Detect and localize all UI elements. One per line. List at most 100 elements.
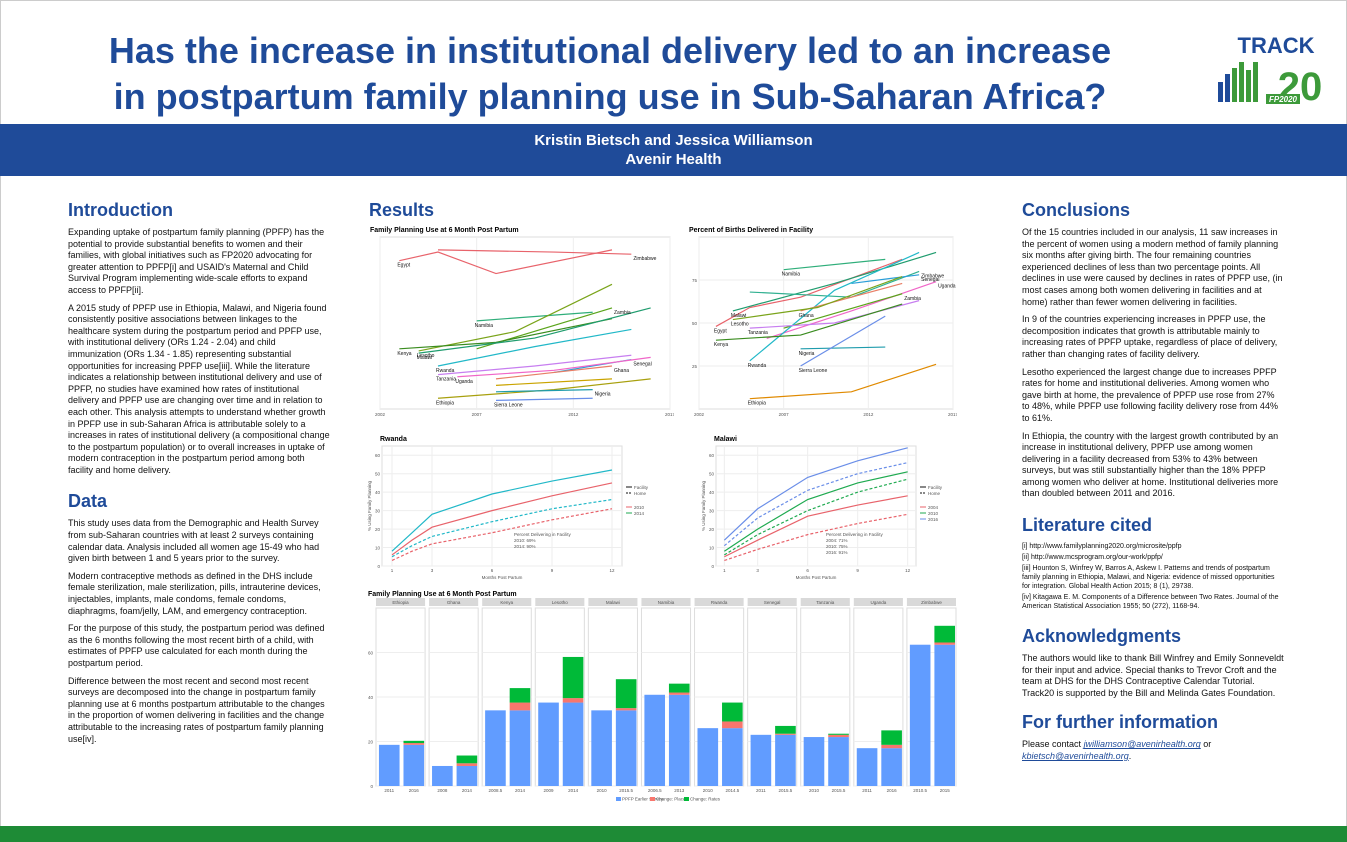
legend-label-2010: 2010 — [634, 505, 645, 510]
panel-strip — [853, 598, 903, 606]
contact-lead: Please contact — [1022, 739, 1082, 750]
panel-country-label: Namibia — [658, 600, 675, 605]
bar-place-2015.5 — [775, 733, 796, 735]
label-nigeria: Nigeria — [595, 392, 611, 398]
bar-place-2014 — [509, 702, 531, 711]
label-zambia: Zambia — [614, 310, 631, 316]
acknowledgments-paragraph: The authors would like to thank Bill Win… — [1022, 653, 1284, 698]
annotation-line: 2004: 71% — [826, 538, 848, 543]
x-tick-label: 3 — [756, 568, 759, 573]
x-tick-label: 2011 — [384, 788, 394, 793]
panel-uganda: Uganda 2011 2016 — [853, 598, 904, 793]
bar-base-2016 — [403, 744, 425, 786]
contact-end: . — [1128, 751, 1132, 762]
x-tick-label: 2017 — [665, 412, 674, 417]
introduction-paragraph-2: A 2015 study of PPFP use in Ethiopia, Ma… — [68, 302, 330, 475]
bar-place-2015 — [934, 642, 956, 645]
series-line-tanzania — [437, 354, 632, 376]
series-line-sierra-leone — [495, 397, 593, 401]
label-tanzania: Tanzania — [436, 377, 456, 383]
annotation-line: 2010: 75% — [826, 544, 848, 549]
bar-rates-2014 — [456, 755, 478, 764]
chart3-svg: Rwanda 1 3 6 9 12 0 10 20 30 40 50 60 Months Post Par… — [367, 436, 649, 580]
panel-country-label: Rwanda — [711, 600, 728, 605]
bar-base-2011 — [378, 744, 400, 786]
bar-rates-2014.5 — [722, 702, 743, 722]
legend-label-2010: 2010 — [928, 511, 939, 516]
label-ghana: Ghana — [799, 313, 814, 319]
x-tick-label: 2016 — [409, 788, 420, 793]
label-malawi: Malawi — [731, 313, 747, 319]
x-tick-label: 2002 — [375, 412, 386, 417]
x-tick-label: 2016 — [887, 788, 898, 793]
plot-area — [381, 445, 623, 567]
bar-base-2014 — [456, 765, 478, 786]
x-tick-label: 2010.5 — [913, 788, 927, 793]
x-tick-label: 1 — [391, 568, 394, 573]
x-tick-label: 2011 — [862, 788, 872, 793]
x-tick-label: 12 — [609, 568, 615, 573]
x-tick-label: 2012 — [568, 412, 579, 417]
panel-kenya: Kenya 2008.5 2014 — [481, 598, 532, 793]
bar-base-2008 — [432, 765, 453, 786]
chart-title: Family Planning Use at 6 Month Post Part… — [370, 227, 519, 234]
label-tanzania: Tanzania — [748, 330, 768, 336]
literature-title: Literature cited — [1022, 515, 1153, 536]
bar-rates-2013 — [668, 683, 690, 693]
label-egypt: Egypt — [714, 328, 727, 334]
x-tick-label: 9 — [551, 568, 554, 573]
panel-strip — [535, 598, 585, 606]
chart4-svg: Malawi 1 3 6 9 12 0 10 20 30 40 50 60 Months Post Par… — [701, 436, 943, 580]
x-tick-label: 2012 — [863, 412, 874, 417]
acknowledgments-title: Acknowledgments — [1022, 626, 1182, 647]
y-tick-label: 40 — [709, 490, 715, 495]
bar-place-2014 — [562, 698, 584, 703]
plot-area — [715, 445, 917, 567]
y-tick-label: 0 — [377, 564, 380, 569]
x-tick-label: 12 — [905, 568, 911, 573]
bar-rates-2015.5 — [828, 733, 849, 735]
y-axis-label: % Using Family Planning — [701, 480, 706, 531]
series-line-nigeria — [495, 389, 593, 393]
reference-2: [ii] http://www.mcsprogram.org/our-work/… — [1022, 554, 1163, 562]
email-link-2[interactable]: kbietsch@avenirhealth.org — [1022, 751, 1129, 762]
series-line-facility-2004 — [724, 495, 908, 558]
x-tick-label: 2014 — [462, 788, 473, 793]
panel-strip — [641, 598, 691, 606]
bar-base-2015.5 — [615, 710, 637, 786]
panel-namibia: Namibia 2006.5 2013 — [640, 598, 692, 793]
track20-logo: TRACK 20 FP2020 — [1218, 34, 1322, 106]
poster-title: Has the increase in institutional delive… — [20, 28, 1200, 120]
logo-bar-5 — [1246, 70, 1251, 102]
label-uganda: Uganda — [938, 284, 956, 290]
ppfp-trend-chart: Family Planning Use at 6 Month Post Part… — [366, 223, 674, 421]
series-line-kenya — [715, 303, 903, 341]
bar-base-2014.5 — [722, 728, 743, 786]
panel-strip — [906, 598, 956, 606]
x-tick-label: 6 — [806, 568, 809, 573]
legend-label-home: Home — [928, 491, 941, 496]
series-line-home-2004 — [724, 513, 908, 562]
chart-title: Family Planning Use at 6 Month Post Part… — [368, 591, 517, 598]
email-link-1[interactable]: jwilliamson@avenirhealth.org — [1083, 739, 1201, 750]
bar-place-2015.5 — [615, 708, 637, 711]
x-tick-label: 2015.5 — [832, 788, 846, 793]
x-axis-label: Months Post Partum — [482, 575, 523, 580]
y-tick-label: 40 — [375, 490, 381, 495]
x-tick-label: 2006.5 — [648, 788, 662, 793]
x-tick-label: 2008.5 — [489, 788, 503, 793]
annotation-line: Percent Delivering in Facility — [826, 532, 884, 537]
series-line-ethiopia — [437, 378, 651, 399]
series-line-senegal — [851, 274, 920, 285]
legend-label-home: Home — [634, 491, 647, 496]
bar-base-2015 — [934, 644, 956, 786]
y-tick-label: 75 — [692, 278, 698, 283]
series-line-namibia — [783, 258, 886, 271]
y-tick-label: 0 — [711, 564, 714, 569]
author-block: Kristin Bietsch and Jessica Williamson A… — [0, 131, 1347, 169]
bar-base-2006.5 — [644, 694, 666, 786]
legend-key-ppfp-earlier-survey — [616, 797, 621, 801]
y-tick-label: 50 — [375, 472, 381, 477]
legend-key-change-rates — [684, 797, 689, 801]
panel-tanzania: Tanzania 2010 2015.5 — [800, 598, 851, 793]
